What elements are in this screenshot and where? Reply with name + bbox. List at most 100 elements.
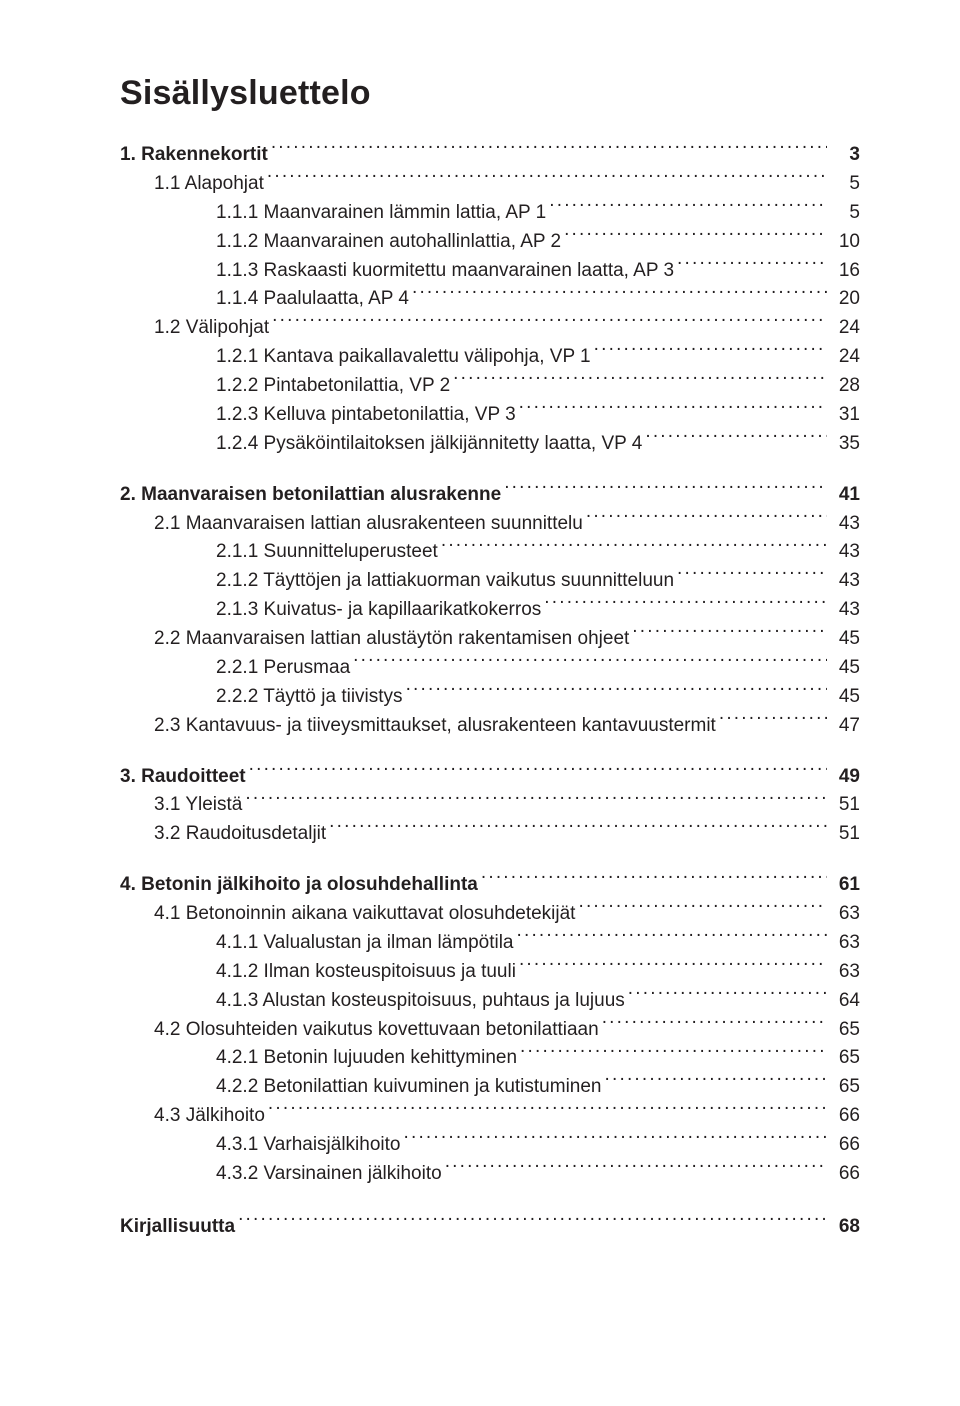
toc-entry: 4.3 Jälkihoito 66 [120,1102,860,1131]
toc-leaders [412,285,827,304]
toc-entry-page: 63 [830,900,860,929]
toc-block: 1. Rakennekortit 31.1 Alapohjat51.1.1 Maa… [120,141,860,459]
toc-entry-page: 24 [830,314,860,343]
toc-entry: 4.1.2 Ilman kosteuspitoisuus ja tuuli 63 [120,958,860,987]
toc-entry: 2.1 Maanvaraisen lattian alusrakenteen s… [120,510,860,539]
toc-entry: 1.2.4 Pysäköintilaitoksen jälkijännitett… [120,430,860,459]
toc-entry-label: 4.3.1 Varhaisjälkihoito [216,1131,400,1160]
toc-entry: 2.2 Maanvaraisen lattian alustäytön rake… [120,625,860,654]
toc-entry: 1.2.1 Kantava paikallavalettu välipohja,… [120,343,860,372]
toc-entry-label: 1.1.3 Raskaasti kuormitettu maanvarainen… [216,257,674,286]
toc-entry: 4.3.2 Varsinainen jälkihoito66 [120,1160,860,1189]
toc-entry: 4.2.2 Betonilattian kuivuminen ja kutist… [120,1073,860,1102]
toc-entry-label: 2.2 Maanvaraisen lattian alustäytön rake… [154,625,629,654]
toc-leaders [238,1213,827,1232]
toc-leaders [329,820,827,839]
toc-entry-page: 43 [830,538,860,567]
toc-entry-label: 4.1.2 Ilman kosteuspitoisuus ja tuuli [216,958,516,987]
toc-entry-label: Kirjallisuutta [120,1213,235,1242]
toc-entry-page: 65 [830,1016,860,1045]
toc-leaders [441,538,827,557]
toc-entry: 1.1.2 Maanvarainen autohallinlattia, AP … [120,228,860,257]
toc-entry: 2.2.1 Perusmaa 45 [120,654,860,683]
toc-leaders [519,958,827,977]
toc-entry-label: 1.1 Alapohjat [154,170,264,199]
toc-leaders [628,987,827,1006]
toc-entry-page: 51 [830,820,860,849]
toc-entry: 1.1 Alapohjat5 [120,170,860,199]
toc-entry: 1.2.2 Pintabetonilattia, VP 2 28 [120,372,860,401]
toc-entry: 1.1.3 Raskaasti kuormitettu maanvarainen… [120,257,860,286]
toc-entry: 2.2.2 Täyttö ja tiivistys45 [120,683,860,712]
toc-leaders [245,791,827,810]
toc-entry-label: 1.1.1 Maanvarainen lämmin lattia, AP 1 [216,199,546,228]
toc-entry-label: 4.3 Jälkihoito [154,1102,265,1131]
toc-entry-page: 64 [830,987,860,1016]
toc-entry-label: 1.1.4 Paalulaatta, AP 4 [216,285,409,314]
toc-entry-page: 28 [830,372,860,401]
toc-leaders [564,228,827,247]
toc-entry-page: 63 [830,929,860,958]
toc-entry-page: 66 [830,1160,860,1189]
toc-leaders [519,401,827,420]
toc-entry-label: 3.2 Raudoitusdetaljit [154,820,326,849]
toc-leaders [403,1131,827,1150]
toc-entry-label: 1.2.2 Pintabetonilattia, VP 2 [216,372,450,401]
toc-block: 3. Raudoitteet493.1 Yleistä513.2 Raudoit… [120,763,860,850]
toc-entry: 3. Raudoitteet49 [120,763,860,792]
toc-leaders [594,343,827,362]
toc-entry-label: 3. Raudoitteet [120,763,246,792]
toc-entry-label: 2.3 Kantavuus- ja tiiveysmittaukset, alu… [154,712,716,741]
toc-entry: 3.1 Yleistä51 [120,791,860,820]
toc-leaders [267,170,827,189]
toc-leaders [268,1102,827,1121]
toc-entry-page: 66 [830,1131,860,1160]
toc-entry-label: 2.1.2 Täyttöjen ja lattiakuorman vaikutu… [216,567,674,596]
toc-entry-page: 68 [830,1213,860,1242]
toc-entry-page: 16 [830,257,860,286]
toc-entry-label: 4. Betonin jälkihoito ja olosuhdehallint… [120,871,478,900]
toc-entry-page: 35 [830,430,860,459]
toc-entry-page: 3 [830,141,860,170]
toc-entry: 4.2 Olosuhteiden vaikutus kovettuvaan be… [120,1016,860,1045]
toc-entry-page: 63 [830,958,860,987]
toc-entry-label: 4.1.3 Alustan kosteuspitoisuus, puhtaus … [216,987,625,1016]
toc-leaders [353,654,827,673]
toc-leaders [719,712,827,731]
toc-entry-label: 2. Maanvaraisen betonilattian alusrakenn… [120,481,501,510]
toc-leaders [602,1016,827,1035]
toc-entry-label: 1.1.2 Maanvarainen autohallinlattia, AP … [216,228,561,257]
toc-entry-label: 4.1.1 Valualustan ja ilman lämpötila [216,929,514,958]
toc-leaders [504,481,827,500]
toc-entry-page: 66 [830,1102,860,1131]
toc-entry-page: 45 [830,654,860,683]
toc-entry-page: 20 [830,285,860,314]
toc-leaders [453,372,827,391]
toc-leaders [645,430,827,449]
toc-leaders [677,567,827,586]
toc-leaders [632,625,827,644]
toc-entry: 2.1.1 Suunnitteluperusteet43 [120,538,860,567]
toc-entry-page: 41 [830,481,860,510]
toc-entry: 2.1.2 Täyttöjen ja lattiakuorman vaikutu… [120,567,860,596]
toc-entry-label: 1. Rakennekortit [120,141,268,170]
toc-leaders [677,257,827,276]
toc-entry-page: 24 [830,343,860,372]
toc-entry: 4. Betonin jälkihoito ja olosuhdehallint… [120,871,860,900]
toc-entry-label: 1.2 Välipohjat [154,314,269,343]
toc-entry-page: 61 [830,871,860,900]
toc-entry: 4.1 Betonoinnin aikana vaikuttavat olosu… [120,900,860,929]
toc-entry: Kirjallisuutta 68 [120,1213,860,1242]
toc-entry-label: 2.1 Maanvaraisen lattian alusrakenteen s… [154,510,583,539]
toc-block: 4. Betonin jälkihoito ja olosuhdehallint… [120,871,860,1189]
toc-title: Sisällysluettelo [120,74,860,113]
toc-entry: 2.1.3 Kuivatus- ja kapillaarikatkokerros… [120,596,860,625]
toc-entry: 2.3 Kantavuus- ja tiiveysmittaukset, alu… [120,712,860,741]
toc-entry-label: 2.2.1 Perusmaa [216,654,350,683]
toc-entry-label: 3.1 Yleistä [154,791,242,820]
toc-entry-label: 2.1.3 Kuivatus- ja kapillaarikatkokerros [216,596,541,625]
toc-block: Kirjallisuutta 68 [120,1213,860,1242]
toc-entry-label: 1.2.1 Kantava paikallavalettu välipohja,… [216,343,591,372]
toc-leaders [586,510,827,529]
toc-entry-label: 1.2.4 Pysäköintilaitoksen jälkijännitett… [216,430,642,459]
